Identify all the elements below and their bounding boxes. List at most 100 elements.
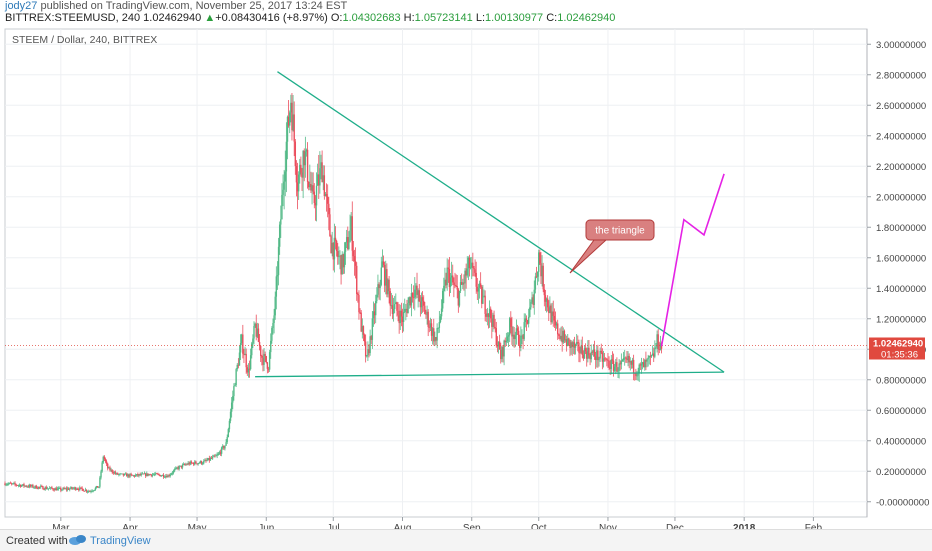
x-tick-label: Apr [122,523,138,529]
candle-body [225,442,227,446]
candle-body [284,171,286,182]
created-with-text: Created with [6,535,68,547]
candle-body [350,216,352,231]
author-link[interactable]: jody27 [5,0,38,12]
candle-body [177,467,179,469]
candle-body [557,323,559,335]
candle-body [23,484,25,487]
candle-body [416,285,418,295]
candle-body [147,473,149,476]
candle-body [235,369,237,386]
x-tick-label: May [188,523,207,529]
candle-body [220,447,223,454]
candle-body [581,345,583,355]
candle-body [411,293,414,298]
candle-body [275,276,278,297]
candle-body [564,339,567,341]
candle-body [618,363,620,371]
candle-body [545,298,548,302]
candle-body [26,486,29,488]
candle-body [454,284,456,286]
candle-body [527,316,530,324]
candle-body [506,336,509,342]
candle-body [18,484,21,486]
candle-body [362,326,365,335]
callout-text: the triangle [595,226,645,237]
candle-body [295,165,298,183]
candle-body [13,483,15,484]
candle-body [251,343,253,356]
candle-body [102,456,104,463]
y-tick-label: -0.00000000 [876,497,929,508]
projection-path [660,173,725,347]
candle-body [439,316,442,323]
candle-body [400,310,403,317]
candle-body [100,471,102,478]
candle-body [139,474,141,476]
candle-body [331,242,333,254]
candle-body [510,318,512,327]
candle-body [158,474,160,476]
candle-body [130,474,132,475]
candle-body [471,262,473,268]
candle-body [238,352,241,366]
y-tick-label: 0.60000000 [876,406,926,417]
x-tick-label: Sep [463,523,481,529]
candle-body [138,474,140,476]
candle-body [319,168,321,186]
candle-body [430,323,433,336]
candle-body [505,341,508,343]
candle-body [605,358,607,360]
candle-body [253,326,255,339]
candle-body [258,341,261,347]
candle-body [301,172,303,178]
candle-body [534,276,537,290]
low-value: 1.00130977 [485,12,544,24]
candle-body [353,256,356,262]
candle-body [191,462,194,464]
candle-body [329,214,331,237]
candle-body [492,314,494,327]
candle-body [246,367,248,373]
candle-body [407,302,409,314]
candle-body [322,175,324,183]
candle-body [146,473,148,477]
price-chart[interactable]: 3.00000000 2.80000000 2.60000000 2.40000000… [0,26,932,529]
x-tick-label: Jun [258,523,274,529]
countdown-label-bg [869,348,925,360]
candle-body [190,461,193,463]
candle-body [549,305,551,313]
low-label: L: [475,12,486,24]
candle-body [555,323,558,326]
candle-body [486,313,489,317]
candle-body [635,373,637,376]
candle-body [129,474,131,477]
candle-body [622,358,625,361]
candle-body [55,488,58,491]
candle-body [280,219,282,225]
candle-body [281,194,283,220]
candle-body [204,460,206,462]
candle-body [420,297,423,308]
candle-body [583,348,586,359]
candle-body [283,181,285,190]
tradingview-brand-link[interactable]: TradingView [90,535,151,547]
candle-body [268,352,271,370]
y-tick-label: 0.20000000 [876,467,926,478]
candle-body [401,316,404,322]
y-tick-label: 2.00000000 [876,192,926,203]
candle-body [155,473,157,475]
candle-body [206,460,208,462]
candle-body [392,308,395,314]
candle-body [512,334,514,337]
candle-body [113,472,116,474]
candle-body [315,185,318,206]
candle-body [406,308,408,314]
candle-body [291,102,293,131]
candle-body [559,335,561,340]
candle-body [88,491,90,492]
candle-body [216,455,218,456]
candle-body [425,313,427,315]
candle-body [405,308,407,310]
candle-body [117,473,119,475]
